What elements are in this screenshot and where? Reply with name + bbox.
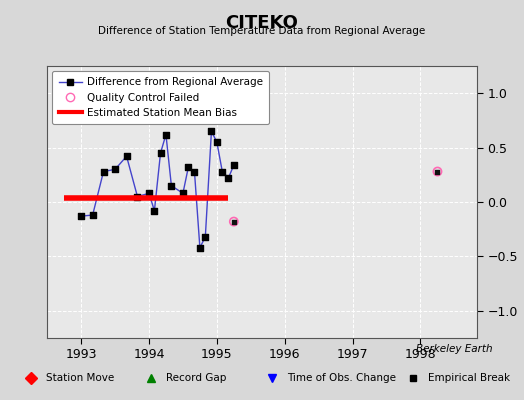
Point: [179, 190, 187, 196]
Point: [433, 168, 442, 175]
Point: [184, 164, 192, 170]
Point: [195, 244, 204, 251]
Point: [145, 190, 153, 196]
Point: [207, 128, 215, 134]
Text: Time of Obs. Change: Time of Obs. Change: [287, 373, 396, 383]
Point: [150, 208, 159, 214]
Point: [230, 162, 238, 168]
Point: [230, 218, 238, 225]
Text: Berkeley Earth: Berkeley Earth: [416, 344, 493, 354]
Point: [218, 168, 226, 175]
Point: [156, 150, 165, 156]
Text: CITEKO: CITEKO: [225, 14, 299, 32]
Point: [224, 175, 233, 181]
Point: [213, 139, 221, 145]
Text: Station Move: Station Move: [46, 373, 114, 383]
Point: [433, 168, 442, 175]
Point: [100, 168, 108, 175]
Point: [190, 168, 199, 175]
Text: Record Gap: Record Gap: [167, 373, 227, 383]
Point: [89, 212, 97, 218]
Point: [162, 131, 170, 138]
Point: [77, 213, 85, 219]
Point: [230, 218, 238, 225]
Point: [201, 234, 210, 240]
Point: [133, 193, 141, 200]
Point: [167, 182, 176, 189]
Text: Difference of Station Temperature Data from Regional Average: Difference of Station Temperature Data f…: [99, 26, 425, 36]
Point: [123, 153, 131, 160]
Legend: Difference from Regional Average, Quality Control Failed, Estimated Station Mean: Difference from Regional Average, Qualit…: [52, 71, 269, 124]
Point: [111, 166, 119, 172]
Text: Empirical Break: Empirical Break: [428, 373, 510, 383]
